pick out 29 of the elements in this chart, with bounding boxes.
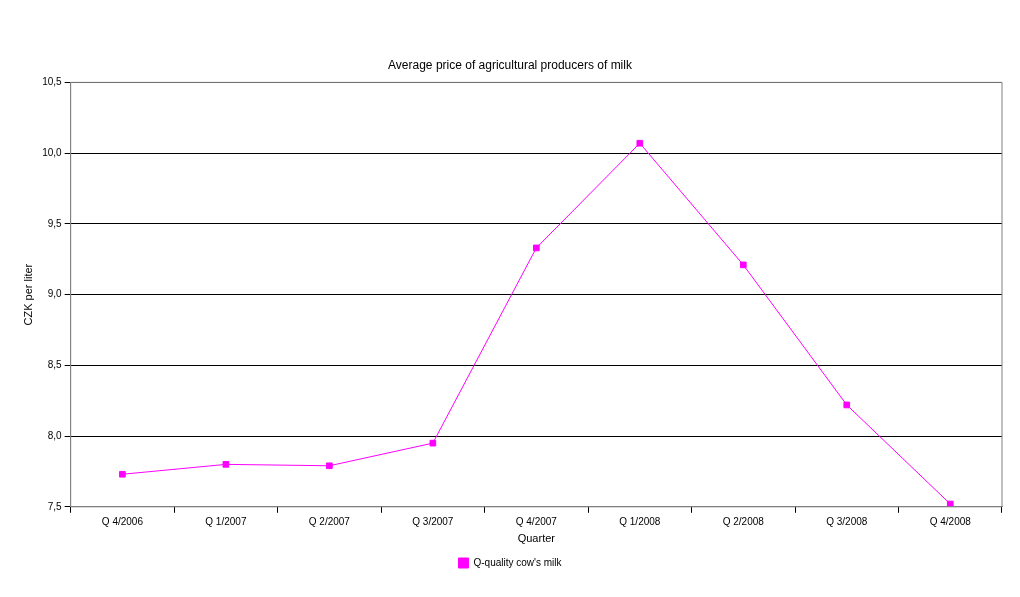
y-tick-label: 9,0 xyxy=(47,288,63,300)
y-axis-title: CZK per liter xyxy=(21,263,34,326)
point xyxy=(739,261,747,269)
x-tick-label: Q 1/2007 xyxy=(205,515,247,527)
y-tick-label: 7,5 xyxy=(47,500,63,512)
point xyxy=(326,462,333,470)
point xyxy=(429,439,437,447)
x-tick-label: Q 1/2008 xyxy=(619,515,661,527)
point xyxy=(843,401,851,409)
point xyxy=(946,500,954,507)
legend-label: Q-quality cow's milk xyxy=(473,556,563,568)
chart-title: Average price of agricultural producers of milk xyxy=(388,57,633,72)
x-axis-title: Quarter xyxy=(517,532,556,545)
point xyxy=(222,461,230,468)
y-tick-label: 9,5 xyxy=(47,217,63,229)
x-tick-label: Q 4/2008 xyxy=(929,515,972,527)
x-tick-label: Q 2/2007 xyxy=(308,515,351,527)
x-tick-label: Q 3/2008 xyxy=(826,515,868,527)
x-tick-label: Q 2/2008 xyxy=(722,515,765,527)
y-tick-label: 8,0 xyxy=(47,429,63,441)
point xyxy=(119,470,126,478)
x-tick-label: Q 4/2006 xyxy=(101,515,144,527)
point xyxy=(636,139,644,147)
y-tick-label: 10,0 xyxy=(42,146,63,158)
y-tick-label: 10,5 xyxy=(42,76,63,88)
y-tick-label: 8,5 xyxy=(47,359,63,371)
x-tick-label: Q 3/2007 xyxy=(412,515,454,527)
x-tick-label: Q 4/2007 xyxy=(515,515,558,527)
point xyxy=(533,244,540,252)
